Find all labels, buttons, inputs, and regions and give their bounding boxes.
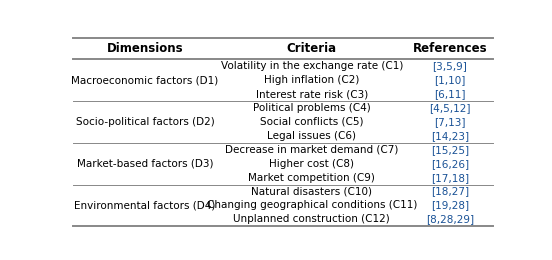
- Text: Social conflicts (C5): Social conflicts (C5): [260, 117, 364, 127]
- Text: [18,27]: [18,27]: [431, 187, 469, 197]
- Text: Market competition (C9): Market competition (C9): [248, 173, 375, 183]
- Text: Decrease in market demand (C7): Decrease in market demand (C7): [225, 145, 399, 155]
- Text: Criteria: Criteria: [286, 42, 337, 55]
- Text: [19,28]: [19,28]: [431, 200, 469, 211]
- Text: [17,18]: [17,18]: [431, 173, 469, 183]
- Text: Changing geographical conditions (C11): Changing geographical conditions (C11): [206, 200, 417, 211]
- Text: References: References: [412, 42, 487, 55]
- Text: [1,10]: [1,10]: [434, 75, 465, 85]
- Text: [8,28,29]: [8,28,29]: [426, 214, 474, 224]
- Text: Macroeconomic factors (D1): Macroeconomic factors (D1): [71, 75, 219, 85]
- Text: [6,11]: [6,11]: [434, 89, 465, 99]
- Text: Dimensions: Dimensions: [107, 42, 183, 55]
- Text: Socio-political factors (D2): Socio-political factors (D2): [76, 117, 214, 127]
- Text: Interest rate risk (C3): Interest rate risk (C3): [256, 89, 368, 99]
- Text: Political problems (C4): Political problems (C4): [253, 103, 370, 113]
- Text: [4,5,12]: [4,5,12]: [429, 103, 470, 113]
- Text: [16,26]: [16,26]: [431, 159, 469, 169]
- Text: Unplanned construction (C12): Unplanned construction (C12): [233, 214, 390, 224]
- Text: Market-based factors (D3): Market-based factors (D3): [77, 159, 213, 169]
- Text: Volatility in the exchange rate (C1): Volatility in the exchange rate (C1): [221, 61, 403, 71]
- Text: Natural disasters (C10): Natural disasters (C10): [251, 187, 372, 197]
- Text: [15,25]: [15,25]: [431, 145, 469, 155]
- Text: Higher cost (C8): Higher cost (C8): [269, 159, 354, 169]
- Text: [14,23]: [14,23]: [431, 131, 469, 141]
- Text: High inflation (C2): High inflation (C2): [264, 75, 359, 85]
- Text: Environmental factors (D4): Environmental factors (D4): [75, 200, 216, 211]
- Text: [3,5,9]: [3,5,9]: [432, 61, 467, 71]
- Text: Legal issues (C6): Legal issues (C6): [267, 131, 356, 141]
- Text: [7,13]: [7,13]: [434, 117, 465, 127]
